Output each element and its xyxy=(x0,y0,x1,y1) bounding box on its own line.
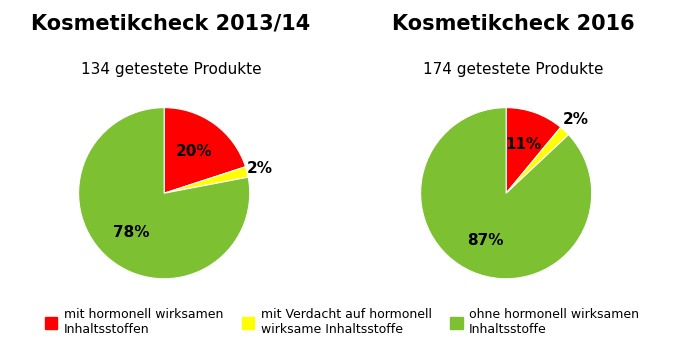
Text: 134 getestete Produkte: 134 getestete Produkte xyxy=(81,62,261,77)
Wedge shape xyxy=(421,108,592,279)
Text: 2%: 2% xyxy=(562,112,588,127)
Text: Kosmetikcheck 2016: Kosmetikcheck 2016 xyxy=(392,14,634,34)
Text: 78%: 78% xyxy=(113,225,150,240)
Text: 174 getestete Produkte: 174 getestete Produkte xyxy=(423,62,603,77)
Wedge shape xyxy=(506,127,568,193)
Text: 20%: 20% xyxy=(176,144,213,159)
Legend: mit hormonell wirksamen
Inhaltsstoffen, mit Verdacht auf hormonell
wirksame Inha: mit hormonell wirksamen Inhaltsstoffen, … xyxy=(42,306,642,339)
Text: Kosmetikcheck 2013/14: Kosmetikcheck 2013/14 xyxy=(31,14,311,34)
Text: 2%: 2% xyxy=(246,161,272,176)
Wedge shape xyxy=(164,108,246,193)
Text: 11%: 11% xyxy=(505,137,542,152)
Text: 87%: 87% xyxy=(468,233,504,248)
Wedge shape xyxy=(79,108,250,279)
Wedge shape xyxy=(164,167,248,193)
Wedge shape xyxy=(506,108,561,193)
